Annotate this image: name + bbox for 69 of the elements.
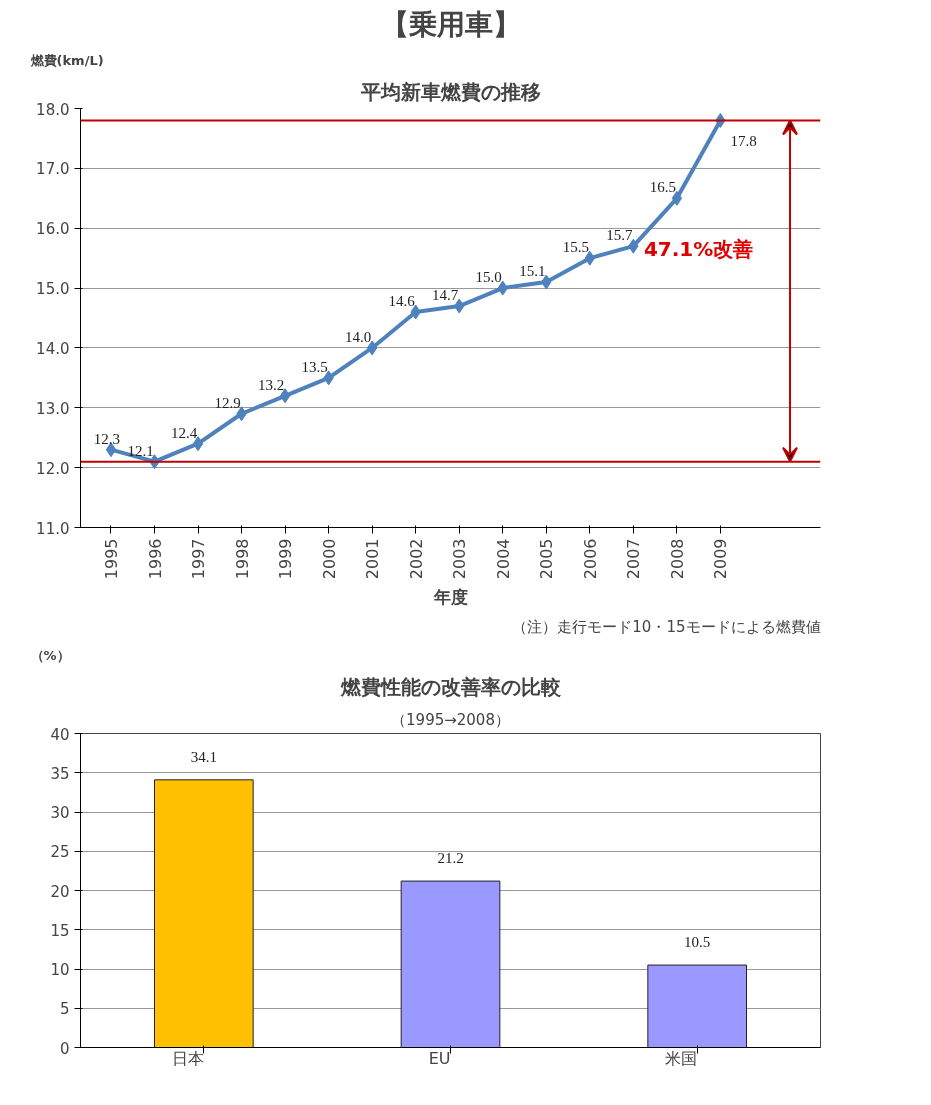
data-label: 21.2 [437, 850, 464, 867]
text: 16.5 [649, 179, 676, 196]
chart-title: 燃費性能の改善率の比較 [339, 674, 562, 699]
x-tick-label: 2004 [493, 538, 513, 580]
text: 12.9 [214, 394, 241, 411]
x-tick-label: 2007 [624, 538, 644, 580]
x-tick-label: 2006 [580, 538, 600, 580]
x-axis-title: 年度 [432, 587, 468, 608]
point [366, 340, 378, 356]
y-axis-title: （%） [30, 647, 70, 663]
text: 13.2 [257, 376, 285, 393]
data-label: 10.5 [684, 934, 711, 951]
text: 17.8 [730, 133, 757, 150]
data-label: 34.1 [190, 748, 217, 765]
y-tick-label: 12.0 [36, 459, 70, 478]
bar [647, 964, 747, 1048]
x-tick-label: 1997 [189, 538, 209, 580]
y-tick-label: 11.0 [36, 519, 70, 538]
text: 14.7 [432, 287, 459, 304]
y-tick-label: 35 [50, 764, 70, 783]
point [279, 388, 291, 404]
text: 12.3 [93, 430, 121, 447]
text: 15.5 [562, 239, 589, 256]
point [192, 436, 204, 452]
x-tick-label: 1998 [232, 538, 252, 580]
y-tick-label: 10 [50, 961, 70, 979]
chart-subtitle: （1995→2008） [391, 710, 510, 729]
chart-title: 平均新車燃費の推移 [359, 79, 541, 104]
y-tick-label: 15 [50, 921, 70, 940]
annotation: 47.1%改善 [643, 237, 754, 262]
y-tick-label: 5 [59, 1000, 70, 1019]
y-tick-label: 30 [50, 804, 70, 822]
text: （注）走行モード10・15モードによる燃費値 [512, 617, 821, 636]
y-tick-label: 14.0 [36, 339, 70, 358]
text: 14.6 [388, 293, 415, 310]
x-tick-label: 1996 [145, 538, 165, 580]
y-tick-label: 15.0 [36, 280, 70, 299]
text: 12.1 [127, 442, 154, 459]
x-tick-label: 2000 [319, 538, 339, 580]
x-tick-label: 日本 [171, 1049, 204, 1068]
y-tick-label: 16.0 [36, 220, 70, 239]
y-tick-label: 18.0 [36, 100, 70, 119]
bar [154, 779, 254, 1048]
text: 15.0 [475, 269, 502, 286]
y-tick-label: 17.0 [36, 160, 70, 179]
y-tick-label: 13.0 [36, 399, 70, 418]
x-tick-label: 2003 [450, 538, 470, 580]
x-tick-label: 1999 [276, 538, 296, 580]
y-tick-label: 0 [59, 1039, 70, 1058]
x-tick-label: 2002 [406, 538, 426, 580]
x-tick-label: EU [428, 1049, 451, 1068]
text: 15.1 [519, 263, 546, 280]
x-tick-label: 1995 [101, 538, 121, 580]
x-tick-label: 2001 [363, 538, 383, 580]
x-tick-label: 2009 [711, 538, 731, 580]
text: 【乗用車】 [380, 7, 521, 41]
x-tick-label: 2005 [537, 538, 557, 580]
x-tick-label: 米国 [665, 1049, 698, 1068]
bar [400, 880, 501, 1048]
text: 13.5 [301, 358, 328, 375]
y-tick-label: 20 [50, 882, 70, 901]
text: 14.0 [345, 328, 372, 345]
y-tick-label: 40 [50, 725, 70, 744]
text: 15.7 [606, 227, 633, 244]
text: 12.4 [170, 424, 198, 441]
point [671, 190, 683, 206]
y-tick-label: 25 [50, 843, 70, 862]
x-tick-label: 2008 [667, 538, 687, 580]
y-axis-title: 燃費(km/L) [29, 52, 104, 68]
